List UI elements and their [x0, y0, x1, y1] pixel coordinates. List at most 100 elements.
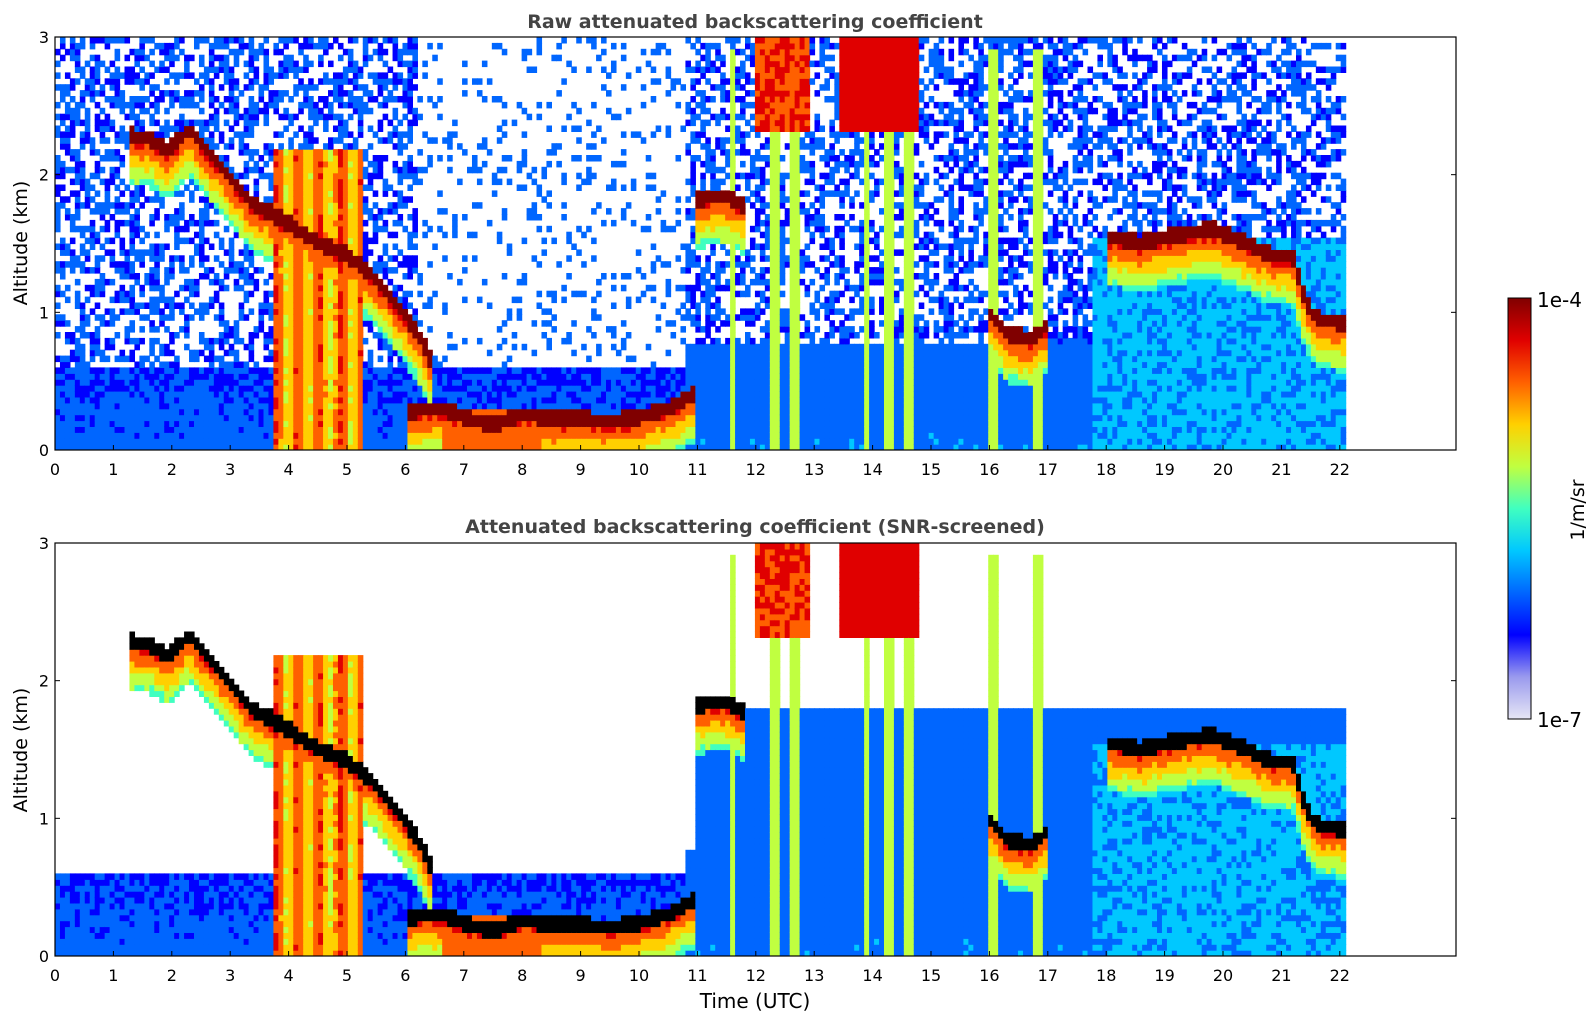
heatmap-cell	[387, 408, 394, 416]
heatmap-cell	[283, 42, 289, 50]
heatmap-cell	[362, 278, 369, 286]
heatmap-cell	[625, 402, 632, 410]
heatmap-cell	[323, 332, 329, 339]
heatmap-cell	[233, 101, 240, 109]
heatmap-cell	[154, 414, 160, 422]
heatmap-cell	[685, 391, 691, 398]
heatmap-cell	[283, 196, 289, 203]
heatmap-cell	[313, 155, 319, 162]
heatmap-cell	[233, 113, 240, 121]
heatmap-cell	[392, 432, 399, 439]
heatmap-cell	[64, 249, 71, 256]
heatmap-cell	[79, 408, 86, 416]
heatmap-cell	[144, 373, 150, 380]
heatmap-cell	[253, 78, 260, 85]
heatmap-cell	[387, 308, 394, 315]
heatmap-cell	[238, 202, 245, 209]
heatmap-cell	[397, 326, 404, 333]
heatmap-cell	[164, 402, 170, 410]
heatmap-cell	[293, 60, 299, 68]
heatmap-cell	[412, 408, 418, 416]
heatmap-cell	[367, 320, 374, 327]
heatmap-cell	[670, 373, 677, 380]
heatmap-cell	[352, 243, 359, 250]
heatmap-cell	[328, 202, 334, 209]
heatmap-cell	[601, 48, 607, 56]
heatmap-cell	[124, 326, 131, 333]
heatmap-cell	[94, 113, 101, 121]
heatmap-cell	[412, 332, 418, 339]
heatmap-cell	[129, 337, 136, 345]
heatmap-cell	[546, 396, 552, 404]
heatmap-cell	[55, 396, 61, 404]
heatmap-cell	[124, 208, 131, 215]
heatmap-cell	[700, 379, 706, 386]
heatmap-cell	[402, 90, 409, 97]
heatmap-cell	[332, 243, 339, 250]
heatmap-cell	[248, 255, 255, 262]
heatmap-cell	[159, 349, 165, 357]
heatmap-cell	[149, 37, 155, 44]
heatmap-cell	[332, 208, 339, 215]
heatmap-cell	[501, 426, 508, 433]
heatmap-cell	[248, 149, 255, 156]
heatmap-cell	[481, 60, 488, 68]
heatmap-cell	[253, 219, 260, 227]
heatmap-cell	[134, 225, 140, 233]
heatmap-cell	[114, 314, 121, 321]
heatmap-cell	[248, 96, 255, 103]
heatmap-cell	[491, 402, 498, 410]
heatmap-cell	[382, 367, 389, 374]
heatmap-cell	[308, 414, 314, 422]
heatmap-cell	[417, 337, 423, 345]
heatmap-cell	[293, 131, 299, 138]
heatmap-cell	[347, 326, 354, 333]
heatmap-cell	[347, 113, 354, 121]
heatmap-cell	[263, 290, 270, 298]
heatmap-cell	[680, 444, 687, 450]
heatmap-cell	[675, 373, 682, 380]
heatmap-cell	[203, 178, 210, 186]
heatmap-cell	[258, 438, 265, 445]
heatmap-cell	[154, 420, 160, 427]
heatmap-cell	[402, 438, 409, 445]
heatmap-cell	[109, 396, 116, 404]
heatmap-cell	[690, 96, 696, 103]
heatmap-cell	[258, 414, 265, 422]
heatmap-cell	[591, 308, 597, 315]
heatmap-cell	[154, 396, 160, 404]
heatmap-cell	[655, 78, 662, 85]
heatmap-cell	[288, 278, 294, 286]
heatmap-cell	[323, 349, 329, 357]
heatmap-cell	[238, 190, 245, 197]
heatmap-cell	[203, 166, 210, 174]
heatmap-cell	[337, 172, 344, 180]
heatmap-cell	[288, 408, 294, 416]
heatmap-cell	[263, 385, 270, 392]
heatmap-cell	[248, 444, 255, 450]
heatmap-cell	[208, 96, 215, 103]
heatmap-cell	[625, 379, 632, 386]
heatmap-cell	[377, 302, 384, 309]
heatmap-cell	[144, 54, 150, 62]
heatmap-cell	[179, 119, 185, 127]
heatmap-cell	[610, 42, 617, 50]
heatmap-cell	[243, 107, 250, 115]
heatmap-cell	[551, 379, 557, 386]
heatmap-cell	[660, 190, 667, 197]
heatmap-cell	[283, 414, 289, 422]
heatmap-cell	[228, 361, 235, 368]
heatmap-cell	[328, 273, 334, 280]
heatmap-cell	[620, 337, 627, 345]
heatmap-cell	[506, 385, 513, 392]
heatmap-cell	[238, 402, 245, 410]
heatmap-cell	[491, 391, 498, 398]
heatmap-cell	[258, 396, 265, 404]
heatmap-cell	[84, 113, 91, 121]
heatmap-cell	[323, 37, 329, 44]
heatmap-cell	[337, 314, 344, 321]
heatmap-cell	[586, 355, 592, 363]
heatmap-cell	[650, 267, 657, 274]
heatmap-cell	[392, 113, 399, 121]
heatmap-cell	[273, 48, 279, 56]
